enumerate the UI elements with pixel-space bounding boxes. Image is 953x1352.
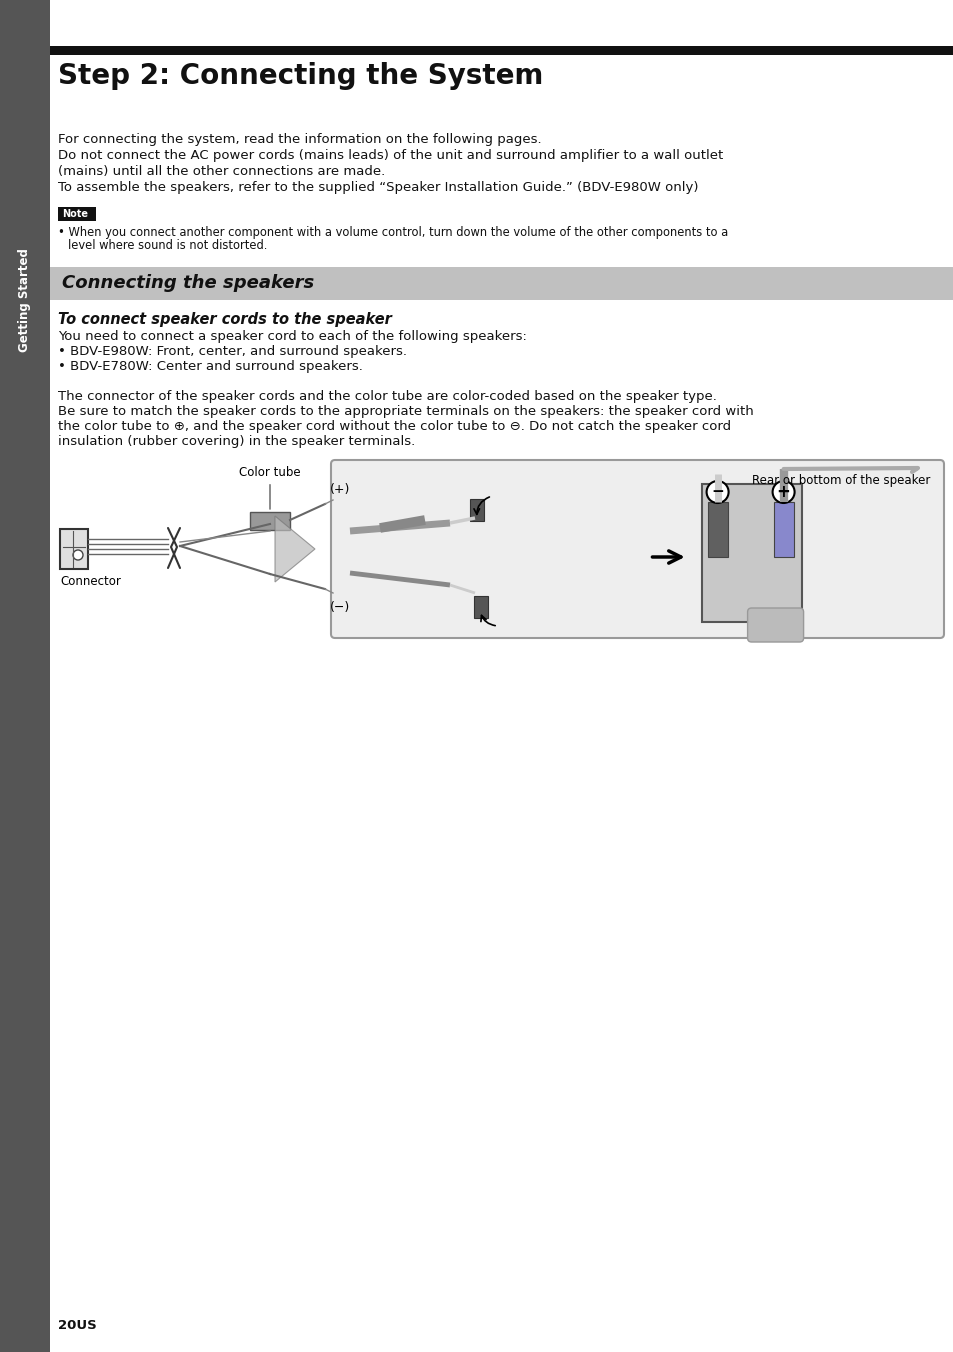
Text: insulation (rubber covering) in the speaker terminals.: insulation (rubber covering) in the spea… (58, 435, 415, 448)
Circle shape (73, 550, 83, 560)
Text: Note: Note (62, 210, 88, 219)
Bar (50, 46, 953, 55)
Text: the color tube to ⊕, and the speaker cord without the color tube to ⊖. Do not ca: the color tube to ⊕, and the speaker cor… (58, 420, 730, 433)
Text: For connecting the system, read the information on the following pages.: For connecting the system, read the info… (58, 132, 541, 146)
Bar (773, 502, 793, 557)
Text: Do not connect the AC power cords (mains leads) of the unit and surround amplifi: Do not connect the AC power cords (mains… (58, 149, 722, 162)
Text: You need to connect a speaker cord to each of the following speakers:: You need to connect a speaker cord to ea… (58, 330, 526, 343)
Bar (58, 207, 96, 220)
Bar (707, 502, 727, 557)
Text: Connector: Connector (60, 575, 121, 588)
Polygon shape (274, 516, 314, 581)
FancyBboxPatch shape (747, 608, 802, 642)
Bar (60, 529, 88, 569)
Bar (470, 499, 483, 521)
Text: Connecting the speakers: Connecting the speakers (62, 274, 314, 292)
Circle shape (772, 481, 794, 503)
Text: (+): (+) (330, 483, 350, 495)
Bar (250, 512, 290, 530)
Text: (mains) until all the other connections are made.: (mains) until all the other connections … (58, 165, 385, 178)
Bar (50, 266, 953, 300)
Text: +: + (776, 483, 790, 502)
FancyBboxPatch shape (331, 460, 943, 638)
Bar (474, 596, 488, 618)
Text: level where sound is not distorted.: level where sound is not distorted. (68, 239, 267, 251)
Text: Step 2: Connecting the System: Step 2: Connecting the System (58, 62, 543, 91)
Circle shape (706, 481, 728, 503)
Text: • BDV-E980W: Front, center, and surround speakers.: • BDV-E980W: Front, center, and surround… (58, 345, 407, 358)
Text: 20US: 20US (58, 1320, 96, 1332)
Text: To connect speaker cords to the speaker: To connect speaker cords to the speaker (58, 312, 392, 327)
Text: (−): (−) (330, 600, 350, 614)
Text: Rear or bottom of the speaker: Rear or bottom of the speaker (751, 475, 929, 487)
Text: • When you connect another component with a volume control, turn down the volume: • When you connect another component wit… (58, 226, 727, 239)
Text: Color tube: Color tube (239, 466, 300, 510)
Text: The connector of the speaker cords and the color tube are color-coded based on t: The connector of the speaker cords and t… (58, 389, 716, 403)
Text: Be sure to match the speaker cords to the appropriate terminals on the speakers:: Be sure to match the speaker cords to th… (58, 406, 753, 418)
Text: −: − (711, 484, 723, 499)
Text: Getting Started: Getting Started (18, 247, 31, 352)
Bar (0, 0, 50, 1352)
Bar (700, 484, 801, 622)
Text: To assemble the speakers, refer to the supplied “Speaker Installation Guide.” (B: To assemble the speakers, refer to the s… (58, 181, 698, 193)
Text: • BDV-E780W: Center and surround speakers.: • BDV-E780W: Center and surround speaker… (58, 360, 362, 373)
